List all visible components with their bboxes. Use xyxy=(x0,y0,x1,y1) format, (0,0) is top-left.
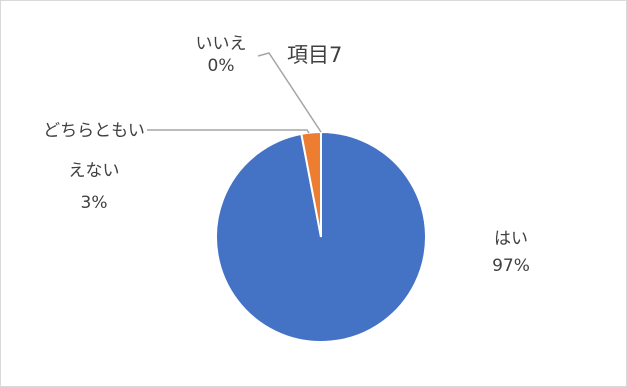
label-no-name: いいえ xyxy=(195,34,247,54)
label-no-percent: 0% xyxy=(207,56,235,77)
data-label-yes: はい 97% xyxy=(471,223,551,277)
leader-line-neutral xyxy=(147,129,310,134)
data-label-no: いいえ 0% xyxy=(173,33,269,77)
label-neutral-percent: 3% xyxy=(80,193,108,213)
label-yes-percent: 97% xyxy=(492,256,530,276)
label-yes-name: はい xyxy=(494,229,528,249)
chart-title: 項目7 xyxy=(287,43,343,67)
label-neutral-name: どちらともいえない xyxy=(43,121,145,181)
leader-line-no xyxy=(257,52,322,133)
data-label-neutral: どちらともいえない 3% xyxy=(39,111,149,215)
